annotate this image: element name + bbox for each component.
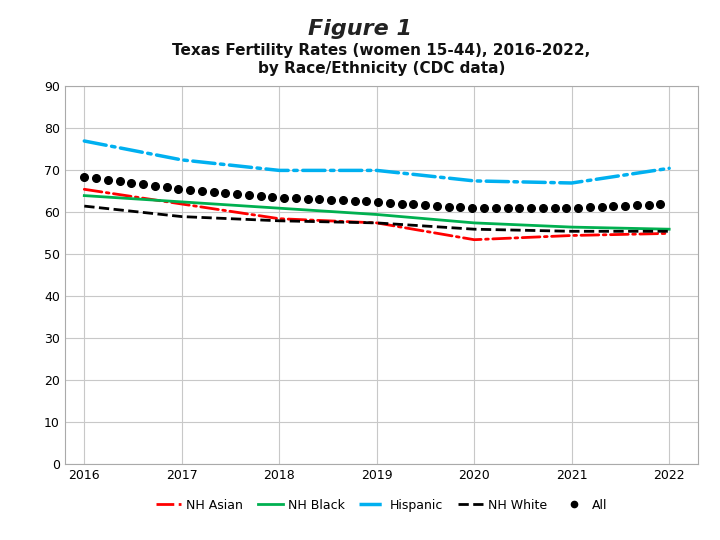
Legend: NH Asian, NH Black, Hispanic, NH White, All: NH Asian, NH Black, Hispanic, NH White, … — [150, 494, 613, 517]
Title: Texas Fertility Rates (women 15-44), 2016-2022,
by Race/Ethnicity (CDC data): Texas Fertility Rates (women 15-44), 201… — [173, 43, 590, 76]
Text: Figure 1: Figure 1 — [308, 19, 412, 39]
